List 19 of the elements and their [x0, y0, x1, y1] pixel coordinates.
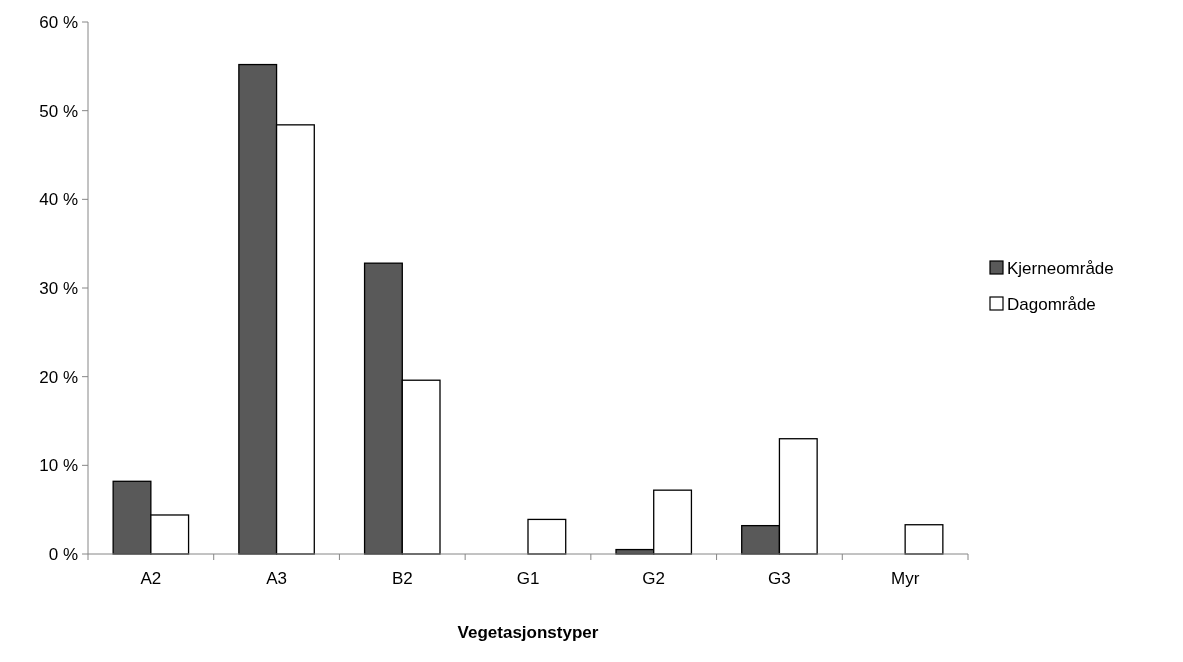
x-axis-title: Vegetasjonstyper: [457, 623, 599, 642]
legend-label: Kjerneområde: [1007, 258, 1114, 278]
x-tick-label: G1: [516, 569, 540, 588]
x-tick-label: Myr: [890, 569, 920, 588]
x-tick-label: B2: [391, 569, 413, 588]
x-tick-label: A2: [140, 569, 162, 588]
y-tick-label: 30 %: [39, 278, 78, 298]
y-tick-label: 50 %: [39, 101, 78, 121]
x-tick-label: G3: [768, 569, 791, 588]
x-tick-label: G2: [642, 569, 666, 588]
bar: [904, 524, 944, 555]
y-tick-label: 20 %: [39, 367, 78, 387]
y-tick-label: 40 %: [39, 190, 78, 210]
bar: [527, 518, 567, 555]
y-tick-label: 10 %: [39, 456, 78, 476]
x-tick-label: A3: [266, 569, 287, 588]
y-tick-label: 60 %: [39, 12, 78, 32]
legend-label: Dagområde: [1007, 294, 1096, 314]
y-tick-label: 0 %: [48, 544, 78, 564]
